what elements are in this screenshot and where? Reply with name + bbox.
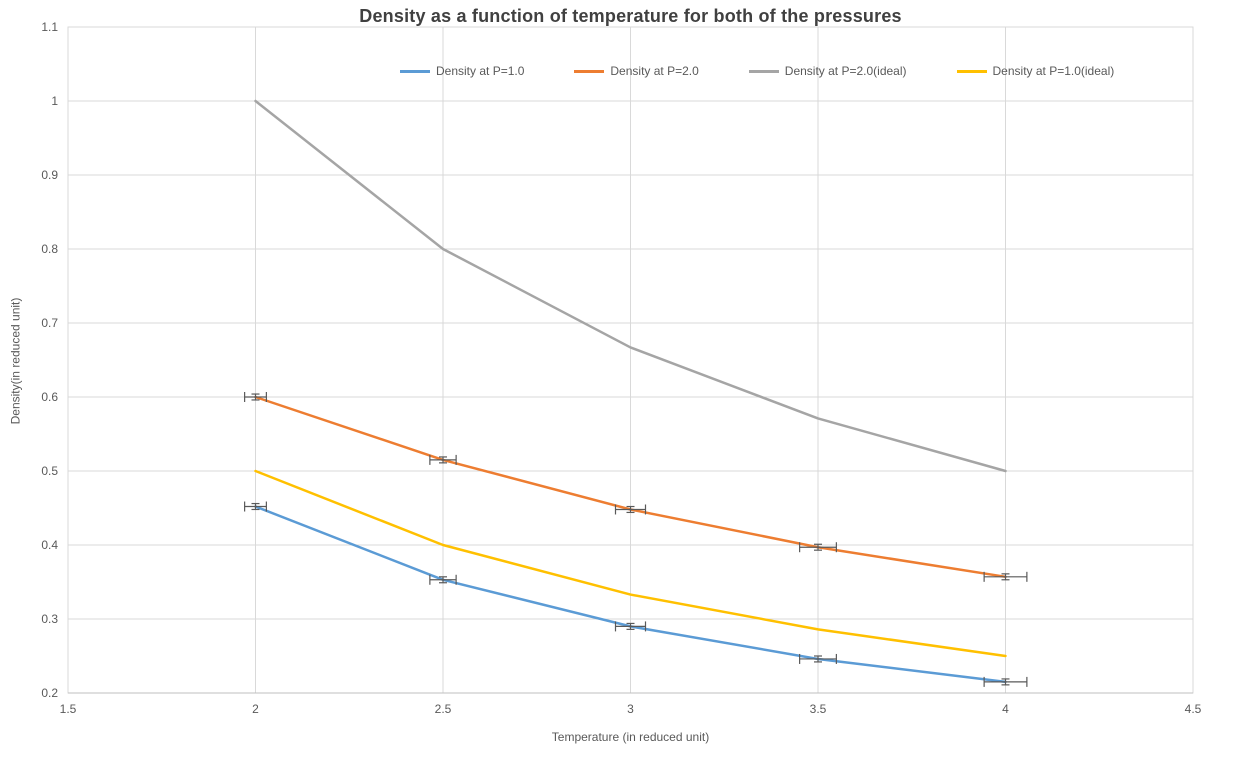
chart-title: Density as a function of temperature for… <box>359 6 902 26</box>
x-tick-label: 4 <box>1002 702 1009 716</box>
legend-item-density-p2: Density at P=2.0 <box>574 64 699 78</box>
x-axis-title: Temperature (in reduced unit) <box>551 730 710 744</box>
y-tick-label: 0.9 <box>41 168 58 182</box>
legend-item-density-p2-ideal: Density at P=2.0(ideal) <box>748 64 907 78</box>
legend-line-swatch-density-p1-ideal <box>956 69 987 73</box>
legend-label-density-p1-ideal: Density at P=1.0(ideal) <box>992 64 1115 78</box>
y-axis-title-wrap: Density(in reduced unit) <box>4 0 26 722</box>
series-line-density-at-p-2-0-ideal <box>254 99 1007 473</box>
y-tick-label: 0.2 <box>41 686 58 700</box>
x-tick-label: 2 <box>252 702 259 716</box>
x-tick-label: 3 <box>627 702 634 716</box>
legend-line-swatch-density-p2 <box>574 69 605 73</box>
y-tick-label: 0.3 <box>41 612 58 626</box>
y-tick-label: 0.5 <box>41 464 58 478</box>
y-tick-label: 0.6 <box>41 390 58 404</box>
legend-item-density-p1-ideal: Density at P=1.0(ideal) <box>956 64 1115 78</box>
legend: Density at P=1.0 Density at P=2.0 Densit… <box>400 64 1114 78</box>
x-tick-label: 3.5 <box>810 702 827 716</box>
y-tick-label: 1 <box>51 94 58 108</box>
legend-item-density-p1: Density at P=1.0 <box>400 64 524 78</box>
y-tick-label: 0.4 <box>41 538 58 552</box>
y-tick-label: 1.1 <box>41 20 58 34</box>
x-tick-label: 2.5 <box>435 702 452 716</box>
legend-label-density-p2: Density at P=2.0 <box>610 64 699 78</box>
legend-label-density-p1: Density at P=1.0 <box>436 64 525 78</box>
x-tick-label: 4.5 <box>1185 702 1202 716</box>
x-tick-label: 1.5 <box>60 702 77 716</box>
y-tick-label: 0.7 <box>41 316 58 330</box>
legend-line-swatch-density-p2-ideal <box>748 69 779 73</box>
legend-label-density-p2-ideal: Density at P=2.0(ideal) <box>784 64 907 78</box>
y-axis-title: Density(in reduced unit) <box>8 297 23 425</box>
series-line-density-at-p-1-0-ideal <box>254 469 1007 658</box>
legend-line-swatch-density-p1 <box>400 69 430 73</box>
y-tick-label: 0.8 <box>41 242 58 256</box>
